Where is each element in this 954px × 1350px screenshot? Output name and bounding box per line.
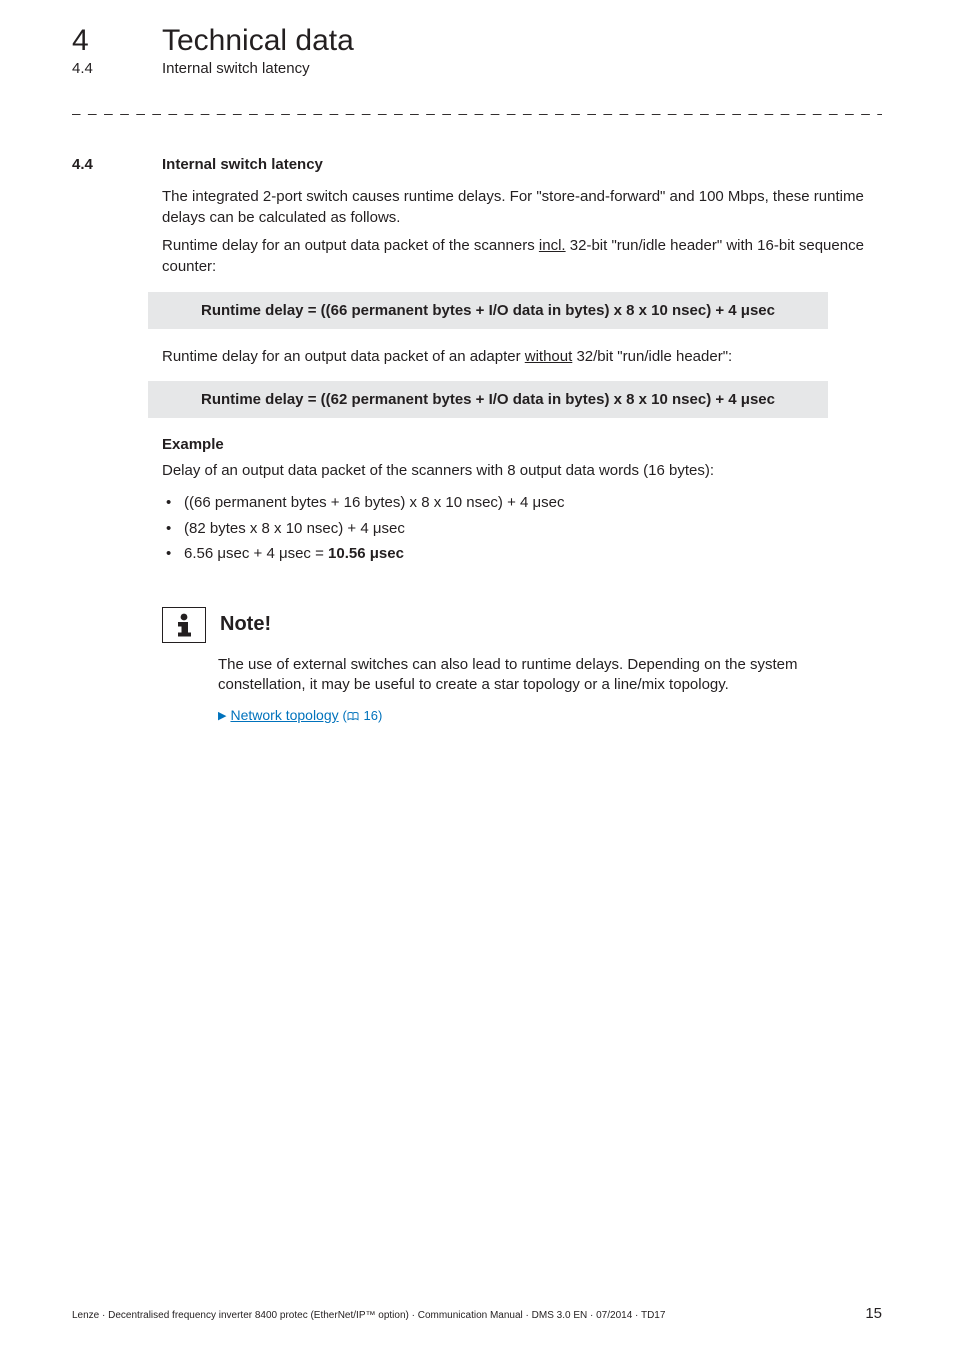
para-2-underlined: incl. (539, 237, 566, 254)
page-ref-number: 16 (364, 708, 378, 723)
note-link-line: ▶ Network topology ( 16) (218, 706, 882, 726)
chapter-title: Technical data (162, 24, 354, 58)
note-title: Note! (220, 613, 271, 636)
example-bullet-1: ((66 permanent bytes + 16 bytes) x 8 x 1… (184, 490, 882, 516)
para-3-wrap: Runtime delay for an output data packet … (162, 347, 882, 368)
section-body: The integrated 2-port switch causes runt… (162, 187, 882, 278)
info-icon (162, 607, 206, 643)
note-header: Note! (162, 607, 882, 643)
example-block: Example Delay of an output data packet o… (162, 436, 882, 566)
formula-2: Runtime delay = ((62 permanent bytes + I… (148, 381, 828, 418)
note-block: Note! The use of external switches can a… (162, 607, 882, 726)
dashed-rule: _ _ _ _ _ _ _ _ _ _ _ _ _ _ _ _ _ _ _ _ … (72, 99, 882, 116)
chapter-subheader: 4.4 Internal switch latency (72, 60, 882, 77)
network-topology-link[interactable]: Network topology (230, 707, 338, 723)
chapter-number: 4 (72, 24, 108, 58)
page: 4 Technical data 4.4 Internal switch lat… (0, 0, 954, 1350)
para-3-pre: Runtime delay for an output data packet … (162, 348, 525, 365)
para-1: The integrated 2-port switch causes runt… (162, 187, 882, 228)
section-number-top: 4.4 (72, 60, 108, 77)
section-title: Internal switch latency (162, 156, 323, 173)
example-bullet-3-pre: 6.56 μsec + 4 μsec = (184, 545, 328, 562)
example-heading: Example (162, 436, 882, 453)
chapter-header: 4 Technical data (72, 24, 882, 58)
formula-1: Runtime delay = ((66 permanent bytes + I… (148, 292, 828, 329)
note-body-text: The use of external switches can also le… (218, 655, 882, 696)
example-intro: Delay of an output data packet of the sc… (162, 461, 882, 482)
para-3-post: 32/bit "run/idle header": (572, 348, 732, 365)
para-2: Runtime delay for an output data packet … (162, 236, 882, 277)
para-3: Runtime delay for an output data packet … (162, 347, 882, 368)
example-bullet-3-bold: 10.56 μsec (328, 545, 404, 562)
section-title-top: Internal switch latency (162, 60, 310, 77)
book-icon (347, 708, 359, 726)
example-bullet-3: 6.56 μsec + 4 μsec = 10.56 μsec (184, 541, 882, 567)
page-footer: Lenze · Decentralised frequency inverter… (72, 1305, 882, 1322)
footer-text: Lenze · Decentralised frequency inverter… (72, 1310, 665, 1321)
note-body: The use of external switches can also le… (218, 655, 882, 726)
page-reference: ( 16) (343, 708, 383, 723)
para-3-underlined: without (525, 348, 573, 365)
section-number: 4.4 (72, 156, 108, 173)
triangle-icon: ▶ (218, 710, 226, 722)
page-number: 15 (865, 1305, 882, 1322)
section-heading: 4.4 Internal switch latency (72, 156, 882, 173)
example-bullet-2: (82 bytes x 8 x 10 nsec) + 4 μsec (184, 516, 882, 542)
para-2-pre: Runtime delay for an output data packet … (162, 237, 539, 254)
example-list: ((66 permanent bytes + 16 bytes) x 8 x 1… (162, 490, 882, 567)
